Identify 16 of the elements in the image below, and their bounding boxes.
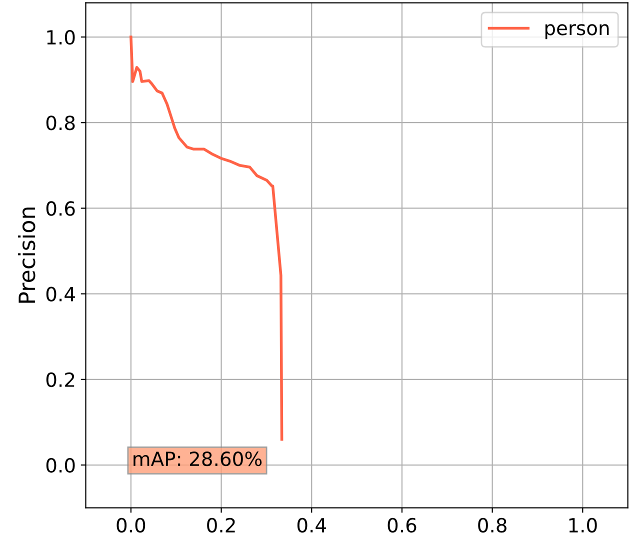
x-tick-label: 0.8 <box>478 518 506 533</box>
y-tick-label: 0.4 <box>46 286 75 302</box>
x-tick-label: 0.2 <box>207 518 235 533</box>
x-tick-label: 1.0 <box>569 518 597 533</box>
y-tick-label: 0.2 <box>46 372 74 388</box>
annotation: mAP: 28.60% <box>134 451 262 466</box>
x-tick-label: 0.6 <box>388 518 416 533</box>
y-tick-label: 0.8 <box>46 116 75 130</box>
y-tick-label: 0.0 <box>46 458 75 473</box>
y-axis-title: Precision <box>18 208 36 303</box>
y-tick-label: 1.0 <box>47 30 75 45</box>
line-series <box>130 36 284 441</box>
x-tick-label: 0.4 <box>297 518 326 533</box>
legend-label: person <box>545 24 609 40</box>
x-tick-label: 0.0 <box>116 518 146 533</box>
y-tick-label: 0.6 <box>46 201 75 216</box>
